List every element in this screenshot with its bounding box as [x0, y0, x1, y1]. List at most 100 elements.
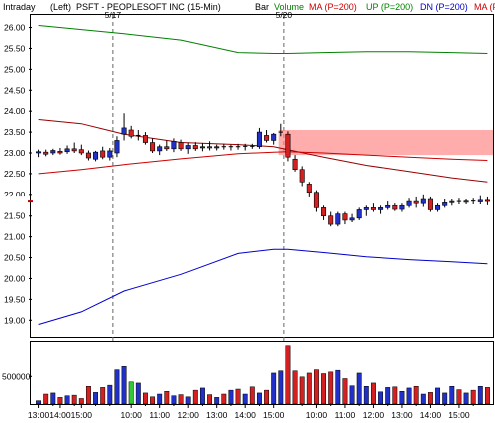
- candle-body: [420, 198, 426, 204]
- volume-bar: [150, 396, 156, 405]
- volume-bar: [43, 393, 49, 405]
- candle-body: [100, 150, 106, 158]
- axis-side-label: (Left): [50, 2, 71, 12]
- volume-bar: [135, 382, 141, 405]
- candle-body: [36, 151, 42, 154]
- volume-bar: [85, 386, 91, 405]
- volume-bar: [199, 387, 205, 405]
- volume-bar: [385, 387, 391, 405]
- volume-bar: [256, 392, 262, 405]
- candle-body: [264, 135, 270, 141]
- x-tick-label: 15:00: [71, 410, 93, 420]
- candle-body: [427, 198, 433, 210]
- candle-body: [178, 142, 184, 150]
- volume-bar: [442, 392, 448, 405]
- volume-bar: [427, 392, 433, 405]
- volume-bar: [71, 394, 77, 405]
- y-tick-label: 21.00: [4, 232, 26, 242]
- legend: MA (P=200) UP (P=200) DN (P=200) MA (P: [309, 2, 495, 12]
- candle-body: [43, 151, 49, 155]
- candle-body: [463, 200, 469, 203]
- volume-bar: [264, 389, 270, 405]
- volume-bar: [456, 389, 462, 405]
- legend-entry: MA (P: [474, 2, 495, 12]
- y-tick-label: 21.50: [4, 211, 26, 221]
- y-tick-label: 19.50: [4, 294, 26, 304]
- candle-body: [413, 200, 419, 204]
- candle-body: [335, 213, 341, 225]
- volume-bar: [164, 390, 170, 405]
- y-tick-label: 20.00: [4, 273, 26, 283]
- candle-body: [121, 127, 127, 135]
- volume-bar: [192, 389, 198, 405]
- candle-body: [292, 158, 298, 171]
- candle-body: [285, 133, 291, 158]
- volume-bar: [128, 381, 134, 405]
- candle-body: [442, 202, 448, 206]
- x-tick-label: 15:00: [263, 410, 285, 420]
- candle-body: [64, 148, 70, 153]
- candle-body: [299, 169, 305, 183]
- x-tick-label: 10:00: [306, 410, 328, 420]
- volume-label: Volume: [274, 2, 304, 12]
- volume-bar: [93, 392, 99, 405]
- candle-body: [306, 184, 312, 194]
- volume-bar: [100, 387, 106, 405]
- y-tick-label: 23.00: [4, 148, 26, 158]
- session-label: 5/20: [276, 10, 293, 20]
- volume-bar: [214, 397, 220, 405]
- volume-bar: [470, 389, 476, 405]
- candle-body: [392, 204, 398, 210]
- x-tick-label: 13:00: [391, 410, 413, 420]
- interval-label: Intraday: [3, 2, 36, 12]
- candle-body: [157, 146, 163, 152]
- volume-bar: [50, 392, 56, 405]
- y-tick-label: 22.00: [4, 190, 26, 200]
- volume-bar: [107, 384, 113, 405]
- candle-body: [142, 135, 148, 143]
- y-tick-label: 25.00: [4, 64, 26, 74]
- y-tick-label: 26.00: [4, 23, 26, 33]
- x-axis: 13:00 14:00 15:00 10:00 11:00 12:00 13:00 14:00…: [28, 404, 474, 420]
- candle-body: [78, 149, 84, 154]
- volume-bar: [335, 369, 341, 405]
- candle-body: [214, 146, 220, 149]
- y-tick-label: 22.50: [4, 169, 26, 179]
- volume-bar: [271, 372, 277, 405]
- candle-body: [171, 140, 177, 150]
- lower-band-line: [38, 248, 488, 325]
- volume-bar: [114, 369, 120, 405]
- volume-bar: [185, 396, 191, 405]
- volume-bar: [306, 372, 312, 405]
- legend-entry: DN (P=200): [420, 2, 468, 12]
- candle-body: [256, 131, 262, 148]
- candle-body: [313, 192, 319, 208]
- volume-bar: [278, 370, 284, 405]
- moving-average-line: [38, 119, 488, 183]
- candle-body: [114, 140, 120, 154]
- y-tick-label: 20.50: [4, 253, 26, 263]
- moving-average-line-2: [38, 151, 488, 175]
- x-tick-label: 14:00: [49, 410, 71, 420]
- last-price-bg: [2, 196, 29, 207]
- candle-body: [71, 148, 77, 152]
- volume-bar: [36, 400, 42, 405]
- y-tick-label: 25.50: [4, 43, 26, 53]
- volume-bar: [157, 393, 163, 405]
- volume-bar: [477, 386, 483, 405]
- volume-bar: [285, 345, 291, 405]
- candle-body: [207, 146, 213, 149]
- volume-bar: [435, 387, 441, 405]
- candle-body: [199, 146, 205, 149]
- volume-bar: [121, 366, 127, 405]
- symbol-title: PSFT - PEOPLESOFT INC (15-Min): [76, 2, 221, 12]
- x-tick-label: 15:00: [448, 410, 470, 420]
- x-tick-label: 13:00: [28, 410, 50, 420]
- x-tick-label: 14:00: [235, 410, 257, 420]
- volume-bar: [207, 394, 213, 405]
- candle-body: [378, 207, 384, 210]
- legend-entry: MA (P=200): [309, 2, 357, 12]
- session-label: 5/17: [105, 10, 122, 20]
- volume-bar: [64, 395, 70, 405]
